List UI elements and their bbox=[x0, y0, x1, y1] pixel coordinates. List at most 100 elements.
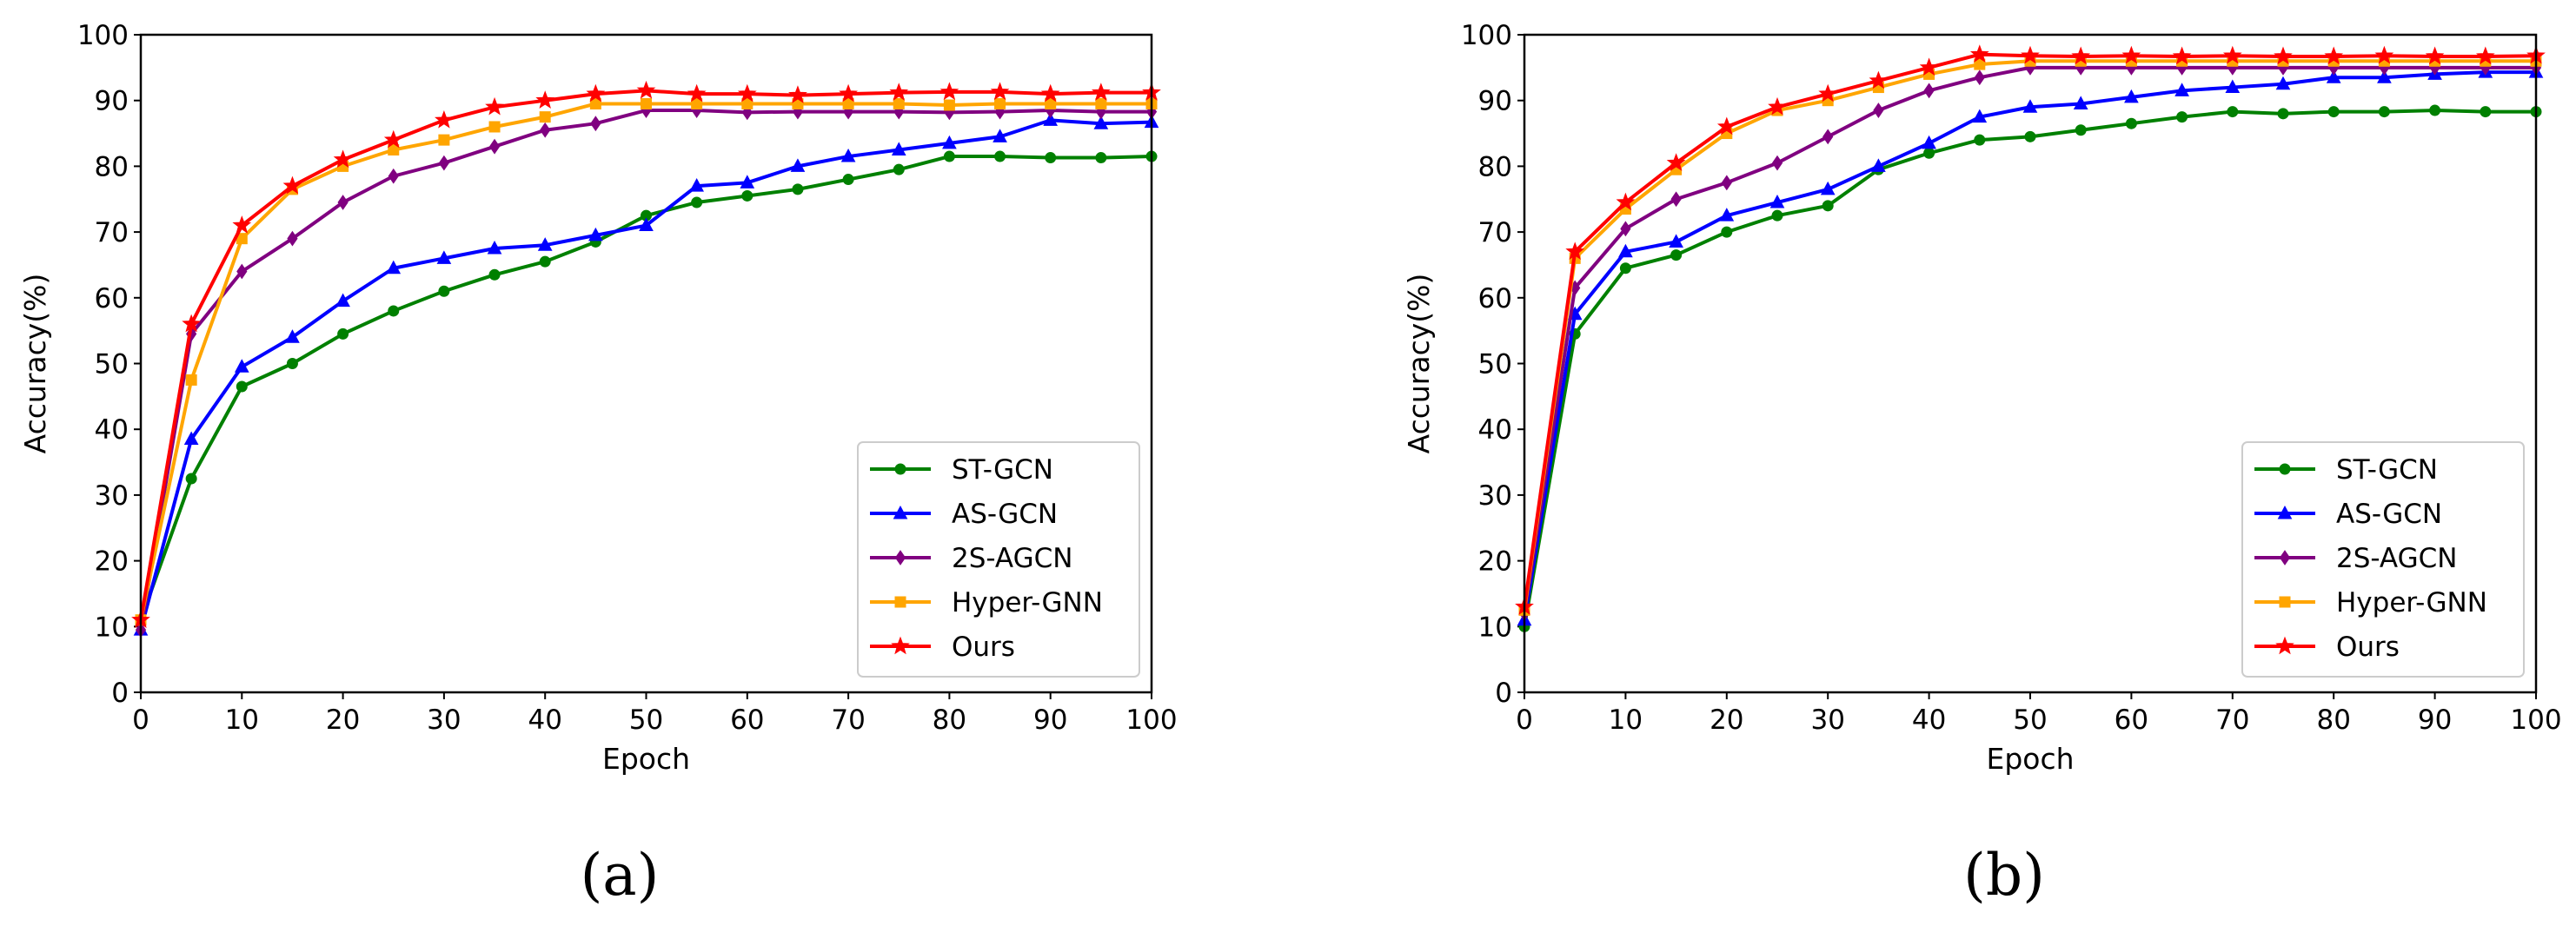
data-point bbox=[942, 135, 957, 149]
y-tick-label: 0 bbox=[1495, 678, 1512, 709]
y-tick-label: 10 bbox=[1478, 612, 1512, 643]
data-point bbox=[839, 83, 858, 103]
data-point bbox=[639, 217, 654, 232]
data-point bbox=[1670, 249, 1683, 261]
x-tick-label: 30 bbox=[427, 704, 461, 736]
y-tick-label: 80 bbox=[95, 151, 129, 182]
data-point bbox=[1095, 97, 1107, 109]
data-point bbox=[2425, 46, 2445, 65]
data-point bbox=[1721, 226, 1733, 238]
chart-panel-a: 0 10 20 30 40 50 60 70 80 90 100 0 10 20 30 40 50 60 70 80 9… bbox=[18, 20, 1178, 909]
data-point bbox=[792, 183, 804, 195]
x-tick-label: 30 bbox=[1810, 704, 1844, 736]
series-as-gcn bbox=[1517, 64, 2544, 626]
legend-item: ST-GCN bbox=[870, 454, 1053, 486]
legend-marker bbox=[2279, 463, 2291, 475]
data-point bbox=[1670, 191, 1682, 208]
y-tick-label: 30 bbox=[95, 480, 129, 512]
x-tick-label: 100 bbox=[2510, 704, 2561, 736]
x-axis-label: Epoch bbox=[602, 742, 690, 776]
legend-label: Ours bbox=[952, 632, 1015, 663]
data-point bbox=[2073, 96, 2088, 109]
legend-item: AS-GCN bbox=[2254, 499, 2442, 530]
series-st-gcn bbox=[1518, 104, 2542, 632]
x-tick-label: 10 bbox=[1609, 704, 1643, 736]
y-tick-label: 20 bbox=[1478, 546, 1512, 578]
legend-marker bbox=[2279, 550, 2291, 566]
x-tick-label: 100 bbox=[1125, 704, 1177, 736]
x-axis-label: Epoch bbox=[1986, 742, 2074, 776]
plot-frame bbox=[1523, 33, 2538, 694]
data-point bbox=[1822, 200, 1834, 212]
data-point bbox=[1045, 97, 1057, 109]
x-tick-label: 40 bbox=[1912, 704, 1946, 736]
data-point bbox=[1565, 241, 1585, 261]
legend-item: Ours bbox=[870, 632, 1015, 663]
data-point bbox=[2225, 79, 2241, 94]
panel-label: (b) bbox=[1963, 842, 2045, 909]
legend-label: 2S-AGCN bbox=[2336, 543, 2457, 574]
data-point bbox=[2024, 130, 2036, 142]
y-tick-label: 90 bbox=[1478, 86, 1512, 117]
data-point bbox=[2125, 117, 2137, 129]
data-point bbox=[1095, 152, 1107, 164]
data-point bbox=[893, 163, 905, 175]
data-point bbox=[943, 99, 955, 111]
data-point bbox=[488, 138, 501, 155]
y-tick-label: 80 bbox=[1478, 151, 1512, 182]
data-point bbox=[1818, 83, 1838, 103]
data-point bbox=[2121, 45, 2141, 64]
data-point bbox=[893, 97, 905, 109]
y-tick-label: 0 bbox=[111, 678, 129, 709]
x-tick-label: 70 bbox=[2215, 704, 2249, 736]
legend-label: ST-GCN bbox=[952, 454, 1053, 486]
data-point bbox=[1974, 134, 1986, 146]
data-point bbox=[2480, 106, 2492, 118]
data-point bbox=[788, 85, 807, 103]
data-point bbox=[689, 178, 704, 192]
data-point bbox=[1969, 44, 1989, 63]
data-point bbox=[1771, 209, 1783, 222]
data-point bbox=[943, 150, 955, 162]
x-tick-label: 90 bbox=[1033, 704, 1067, 736]
data-point bbox=[1822, 129, 1834, 145]
data-point bbox=[2274, 46, 2293, 65]
data-point bbox=[2021, 45, 2040, 64]
x-tick-label: 90 bbox=[2418, 704, 2452, 736]
data-point bbox=[691, 97, 703, 109]
data-point bbox=[990, 82, 1010, 101]
y-tick-label: 60 bbox=[95, 283, 129, 314]
legend-label: AS-GCN bbox=[2336, 499, 2442, 530]
data-point bbox=[1043, 112, 1059, 126]
data-point bbox=[994, 97, 1006, 109]
data-point bbox=[1040, 83, 1060, 103]
data-point bbox=[438, 285, 450, 297]
data-point bbox=[2172, 46, 2192, 65]
data-point bbox=[234, 359, 249, 373]
data-point bbox=[2022, 99, 2038, 113]
legend-item: Hyper-GNN bbox=[870, 587, 1103, 618]
data-point bbox=[1873, 103, 1884, 118]
data-point bbox=[287, 230, 298, 247]
legend-item: Hyper-GNN bbox=[2254, 587, 2487, 618]
data-point bbox=[1619, 262, 1631, 274]
x-tick-label: 60 bbox=[730, 704, 764, 736]
legend-label: Ours bbox=[2336, 632, 2400, 663]
legend-marker bbox=[894, 463, 906, 475]
data-point bbox=[1768, 96, 1787, 116]
data-point bbox=[2429, 104, 2441, 116]
data-point bbox=[842, 174, 854, 186]
data-point bbox=[2275, 76, 2291, 90]
data-point bbox=[1919, 57, 1939, 76]
data-point bbox=[1972, 109, 1988, 123]
data-point bbox=[388, 305, 400, 317]
data-point bbox=[1869, 70, 1889, 89]
plot-frame bbox=[139, 33, 1153, 694]
data-point bbox=[889, 83, 909, 101]
data-point bbox=[2075, 124, 2087, 136]
data-point bbox=[1669, 234, 1683, 248]
data-point bbox=[1093, 116, 1109, 129]
y-tick-label: 70 bbox=[1478, 217, 1512, 248]
data-point bbox=[586, 83, 606, 103]
y-tick-label: 40 bbox=[1478, 414, 1512, 446]
